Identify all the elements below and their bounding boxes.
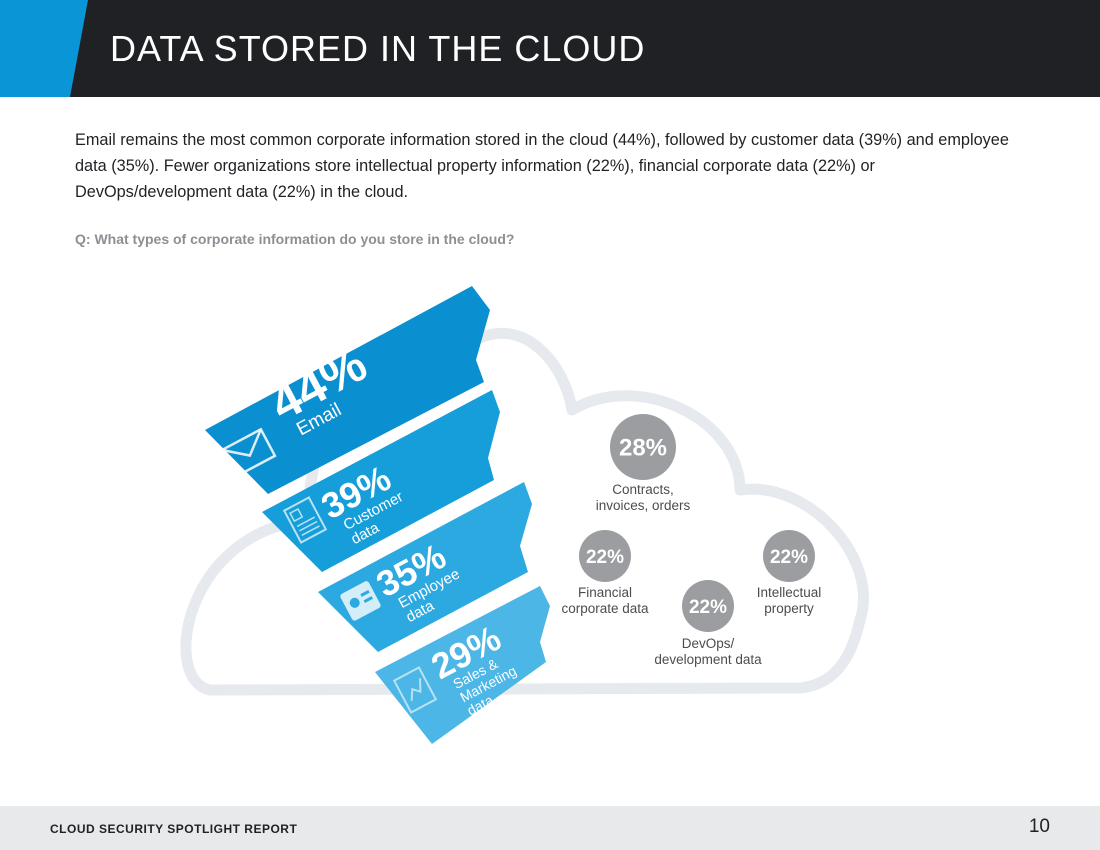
- survey-question: Q: What types of corporate information d…: [75, 231, 515, 247]
- footer-report-name: CLOUD SECURITY SPOTLIGHT REPORT: [50, 822, 298, 836]
- ribbon-group: 44%Email39%Customerdata35%Employeedata29…: [205, 286, 550, 744]
- circle-category-label: DevOps/: [682, 636, 735, 651]
- intro-paragraph: Email remains the most common corporate …: [75, 131, 1009, 201]
- chart-document-icon: [392, 666, 438, 714]
- circle-group: 28% Contracts,invoices, orders 22% Financia…: [561, 414, 821, 667]
- circle-marker: [682, 580, 734, 632]
- circle-marker: [610, 414, 676, 480]
- circle-category-label: property: [764, 601, 814, 616]
- ribbon-band: [375, 586, 550, 744]
- circle-category-label: invoices, orders: [596, 498, 691, 513]
- circle-category-label: corporate data: [561, 601, 649, 616]
- circle-marker: [579, 530, 631, 582]
- envelope-icon: [220, 427, 277, 479]
- chart: 44%Email39%Customerdata35%Employeedata29…: [180, 286, 869, 744]
- ribbon-1: 44%Email: [205, 286, 490, 494]
- id-badge-icon: [340, 581, 381, 621]
- document-icon: [282, 496, 328, 544]
- category-circle-4: 22% DevOps/development data: [654, 580, 762, 667]
- footer-bar: [0, 806, 1100, 850]
- circle-value-label: 22%: [689, 597, 727, 618]
- header-accent-stripe: [0, 0, 88, 97]
- cloud-outline: [180, 327, 869, 696]
- circle-category-label: Contracts,: [612, 482, 674, 497]
- header-bar: [0, 0, 1100, 97]
- page-number: 10: [1028, 816, 1050, 837]
- circle-value-label: 22%: [586, 547, 624, 568]
- circle-category-label: development data: [654, 652, 762, 667]
- circle-category-label: Financial: [578, 585, 632, 600]
- circle-value-label: 28%: [619, 435, 667, 462]
- circle-value-label: 22%: [770, 547, 808, 568]
- page-title: DATA STORED IN THE CLOUD: [110, 28, 646, 69]
- circle-category-label: Intellectual: [757, 585, 822, 600]
- circle-marker: [763, 530, 815, 582]
- ribbon-band: [205, 286, 490, 494]
- category-circle-1: 28% Contracts,invoices, orders: [596, 414, 691, 513]
- ribbon-band: [262, 390, 500, 572]
